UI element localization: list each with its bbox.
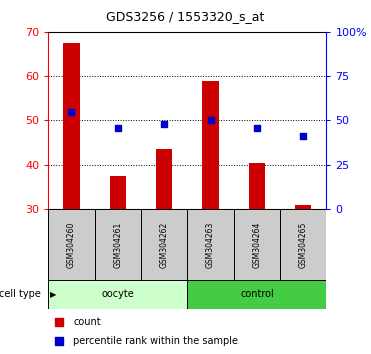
Text: GDS3256 / 1553320_s_at: GDS3256 / 1553320_s_at (106, 10, 265, 23)
Point (301, 133, 306, 138)
Text: GSM304264: GSM304264 (252, 221, 262, 268)
Text: control: control (240, 290, 274, 299)
Text: GSM304262: GSM304262 (160, 221, 169, 268)
Text: oocyte: oocyte (101, 290, 134, 299)
Point (254, 126, 260, 131)
Point (208, 117, 214, 122)
Bar (141, 209, 187, 280)
Bar (48, 209, 95, 280)
Bar (295, 205, 311, 209)
Text: GSM304263: GSM304263 (206, 221, 215, 268)
Bar (156, 149, 172, 209)
Text: count: count (73, 316, 101, 326)
Bar (187, 209, 234, 280)
Bar (110, 176, 126, 209)
Point (56, 338, 62, 344)
Bar (187, 280, 326, 309)
Text: cell type: cell type (0, 290, 41, 299)
Bar (48, 280, 187, 309)
Point (161, 121, 167, 127)
Bar (234, 209, 280, 280)
Bar (63, 43, 79, 209)
Text: ▶: ▶ (50, 290, 57, 299)
Text: GSM304260: GSM304260 (67, 221, 76, 268)
Bar (95, 209, 141, 280)
Bar (203, 81, 219, 209)
Point (69, 109, 75, 114)
Point (115, 125, 121, 130)
Bar (280, 209, 326, 280)
Text: percentile rank within the sample: percentile rank within the sample (73, 336, 238, 346)
Bar (249, 162, 265, 209)
Text: GSM304261: GSM304261 (113, 221, 122, 268)
Point (56, 319, 62, 324)
Text: GSM304265: GSM304265 (299, 221, 308, 268)
